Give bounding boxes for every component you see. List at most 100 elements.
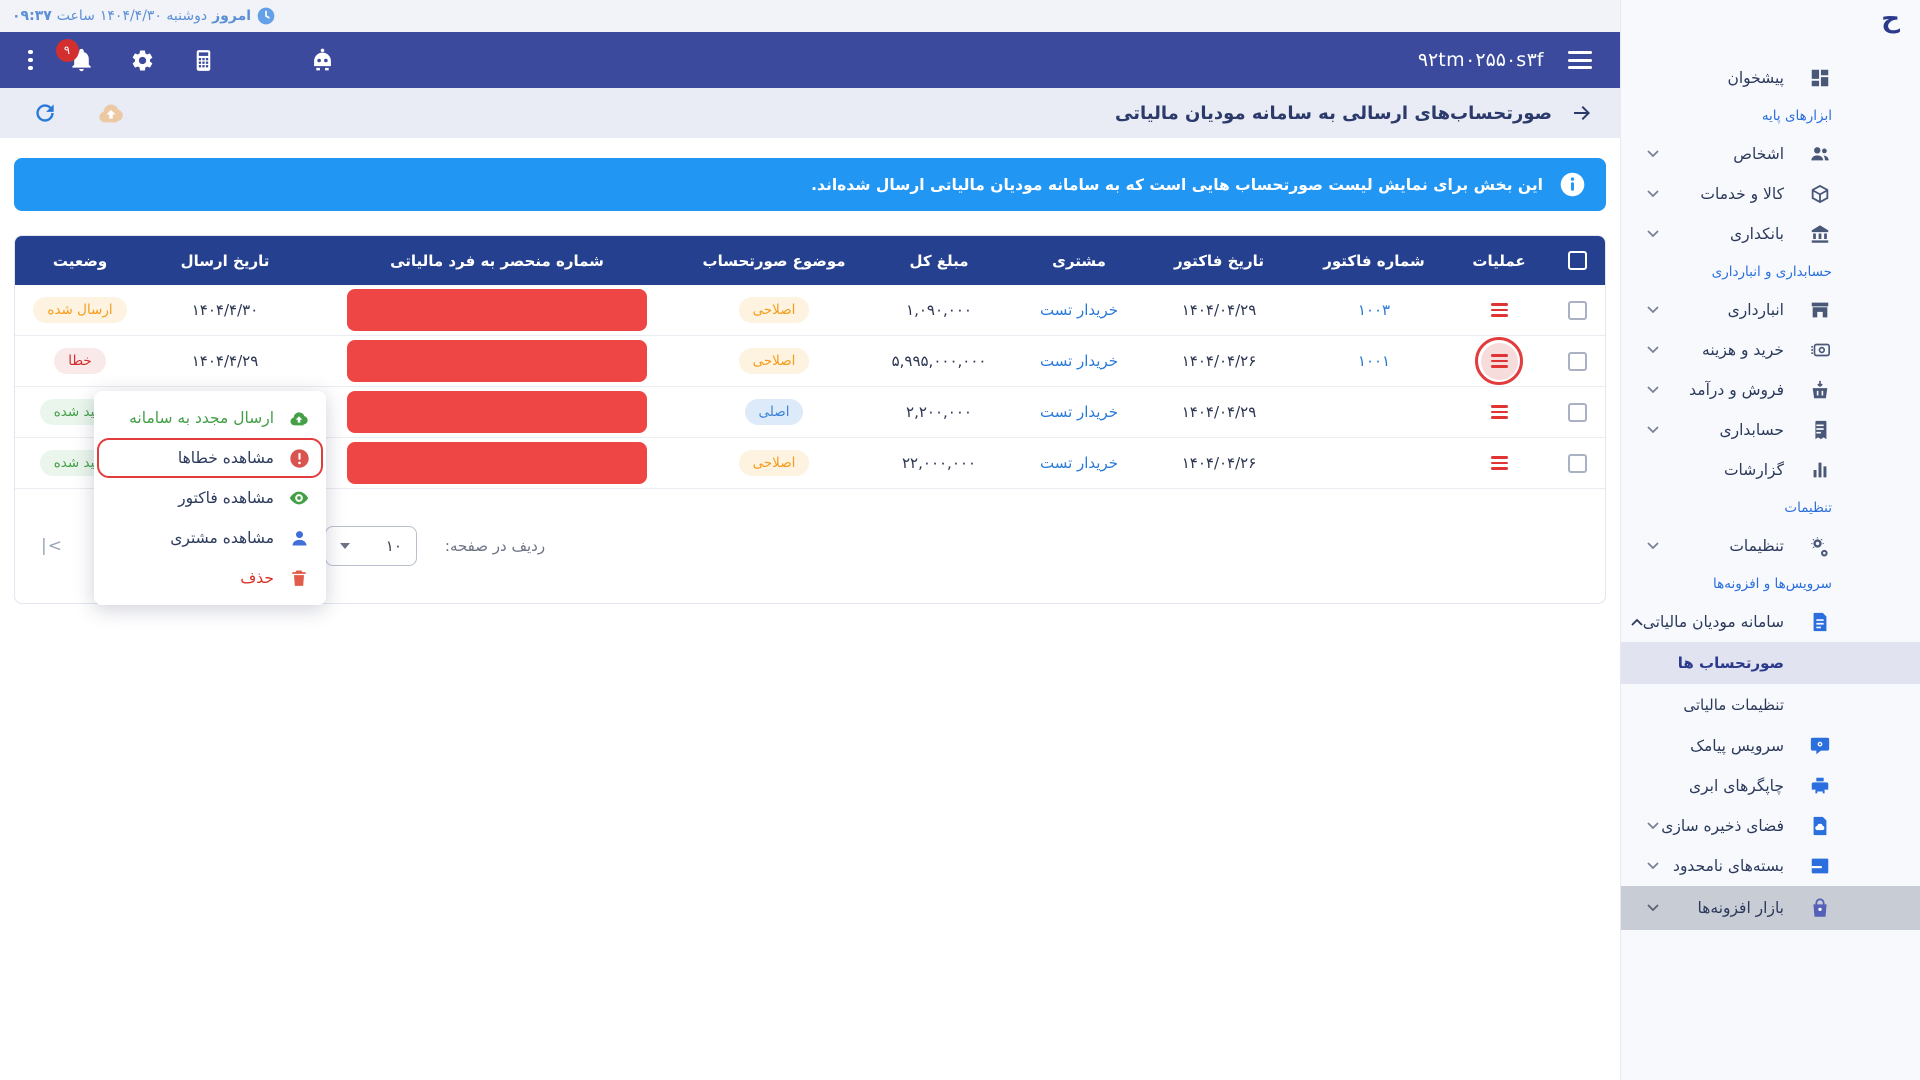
column-send-date: تاریخ ارسال [180,251,270,270]
sidebar-item-inventory[interactable]: انبارداری [1621,290,1920,330]
kebab-menu-button[interactable] [28,49,33,71]
sidebar-item-cloud-printers[interactable]: چاپگرهای ابری [1621,766,1920,806]
annotation-circle [1475,337,1523,385]
current-time: ۰۹:۳۷ [12,8,52,24]
invoice-date: ۱۴۰۴/۰۴/۲۶ [1181,352,1257,370]
menu-item-view-errors[interactable]: مشاهده خطاها [94,438,326,478]
column-invoice-date: تاریخ فاکتور [1174,251,1264,270]
sidebar-item-label: تنظیمات [1729,537,1784,555]
table-row: ۱۰۰۳ ۱۴۰۴/۰۴/۲۹ خریدار تست ۱,۰۹۰,۰۰۰ اصل… [15,285,1605,336]
notifications-button[interactable]: ۹ [55,38,94,73]
invoice-date: ۱۴۰۴/۰۴/۲۹ [1181,403,1257,421]
navbar-left-group: ۹ [28,38,336,74]
customer-link[interactable]: خریدار تست [1039,403,1119,421]
chevron-down-icon [1647,426,1659,434]
customer-link[interactable]: خریدار تست [1039,454,1119,472]
people-icon [1808,142,1832,166]
total-amount: ۱,۰۹۰,۰۰۰ [906,301,972,319]
hamburger-menu-button[interactable] [1568,51,1592,69]
logo-row: ح [1621,0,1920,32]
refresh-button[interactable] [32,100,58,126]
packages-box-icon [1808,854,1832,878]
row-actions-button-active[interactable] [1480,342,1518,380]
page-header: صورتحساب‌های ارسالی به سامانه مودیان مال… [0,88,1620,138]
chevron-down-icon [1647,230,1659,238]
robot-icon [314,48,331,70]
chevron-down-icon [1647,306,1659,314]
sidebar-item-people[interactable]: اشخاص [1621,134,1920,174]
menu-item-label: مشاهده فاکتور [178,489,274,507]
sidebar-item-accounting[interactable]: حسابداری [1621,410,1920,450]
invoice-number-link[interactable]: ۱۰۰۳ [1357,301,1391,319]
menu-item-view-invoice[interactable]: مشاهده فاکتور [94,478,326,518]
sidebar-item-label: کالا و خدمات [1700,185,1784,203]
invoice-number-link[interactable]: ۱۰۰۱ [1357,352,1391,370]
row-checkbox[interactable] [1567,351,1587,371]
sidebar-item-label: خرید و هزینه [1702,341,1784,359]
cloud-upload-button[interactable] [96,100,126,126]
rows-per-page-select[interactable]: ۱۰ [324,526,417,566]
top-strip: امروز دوشنبه ۱۴۰۴/۴/۳۰ ساعت ۰۹:۳۷ [0,0,1620,32]
sidebar-item-unlimited-packages[interactable]: بسته‌های نامحدود [1621,846,1920,886]
sidebar-item-sms-service[interactable]: سرویس پیامک [1621,726,1920,766]
menu-item-view-customer[interactable]: مشاهده مشتری [94,518,326,558]
chevron-down-icon [1647,386,1659,394]
tax-uid-redacted [347,391,647,433]
subject-badge: اصلاحی [738,348,810,374]
sidebar-item-addons-marketplace[interactable]: بازار افزونه‌ها [1621,886,1920,930]
sidebar-item-goods-services[interactable]: کالا و خدمات [1621,174,1920,214]
navbar-right-group: ۹۲tm۰۲۵۵۰s۳f [1418,49,1592,71]
table-header-row: عملیات شماره فاکتور تاریخ فاکتور مشتری م… [15,236,1605,285]
send-date: ۱۴۰۴/۴/۲۹ [191,352,259,370]
sidebar-item-purchases-expenses[interactable]: خرید و هزینه [1621,330,1920,370]
cloud-upload-icon [288,407,310,429]
row-checkbox[interactable] [1567,453,1587,473]
sidebar-subitem-tax-settings[interactable]: تنظیمات مالیاتی [1683,696,1784,714]
storage-cloud-file-icon [1808,814,1832,838]
menu-item-resend-to-system[interactable]: ارسال مجدد به سامانه [94,398,326,438]
sidebar-item-reports[interactable]: گزارشات [1621,450,1920,490]
sidebar-item-label: سرویس پیامک [1690,737,1784,755]
row-actions-button[interactable] [1490,456,1508,470]
row-checkbox[interactable] [1567,300,1587,320]
row-checkbox[interactable] [1567,402,1587,422]
sidebar-item-dashboard[interactable]: پیشخوان [1621,58,1920,98]
sidebar: ح پیشخوان ابزارهای پایه اشخاص کالا و خدم… [1620,0,1920,1080]
back-arrow-icon[interactable] [1570,101,1594,125]
menu-item-label: مشاهده مشتری [170,529,274,547]
settings-button[interactable] [130,48,155,73]
sidebar-item-banking[interactable]: بانکداری [1621,214,1920,254]
cloud-printer-icon [1808,774,1832,798]
apps-grid-button[interactable] [252,49,274,71]
customer-link[interactable]: خریدار تست [1039,352,1119,370]
column-tax-unique-id: شماره منحصر به فرد مالیاتی [390,251,604,270]
time-label: ساعت [56,8,95,24]
menu-item-delete[interactable]: حذف [94,558,326,598]
today-label: امروز [212,8,252,24]
rows-per-page-label: ردیف در صفحه: [444,537,546,555]
first-page-button[interactable]: |< [41,536,63,556]
sidebar-item-storage-space[interactable]: فضای ذخیره سازی [1621,806,1920,846]
sidebar-section-accounting-inventory: حسابداری و انبارداری [1711,264,1832,280]
assistant-button[interactable] [309,47,336,74]
page-header-actions [26,100,126,126]
calculator-button[interactable] [191,48,216,73]
info-banner: این بخش برای نمایش لیست صورتحساب هایی اس… [14,158,1606,211]
column-total-amount: مبلغ کل [909,251,969,270]
menu-item-label: مشاهده خطاها [177,449,274,467]
sidebar-item-sales-income[interactable]: فروش و درآمد [1621,370,1920,410]
sidebar-menu: پیشخوان ابزارهای پایه اشخاص کالا و خدمات… [1621,32,1920,930]
caret-down-icon [339,543,350,549]
row-actions-button[interactable] [1490,405,1508,419]
sidebar-item-tax-system[interactable]: سامانه مودیان مالیاتی [1621,602,1920,642]
sidebar-item-settings[interactable]: تنظیمات [1621,526,1920,566]
subject-badge: اصلاحی [738,297,810,323]
customer-link[interactable]: خریدار تست [1039,301,1119,319]
row-actions-button[interactable] [1490,303,1508,317]
info-icon [1560,172,1585,197]
table-row: ۱۰۰۱ ۱۴۰۴/۰۴/۲۶ خریدار تست ۵,۹۹۵,۰۰۰,۰۰۰… [15,336,1605,387]
chevron-down-icon [1647,822,1659,830]
select-all-checkbox[interactable] [1567,251,1587,270]
sidebar-subitem-invoices[interactable]: صورتحساب ها [1621,642,1920,684]
